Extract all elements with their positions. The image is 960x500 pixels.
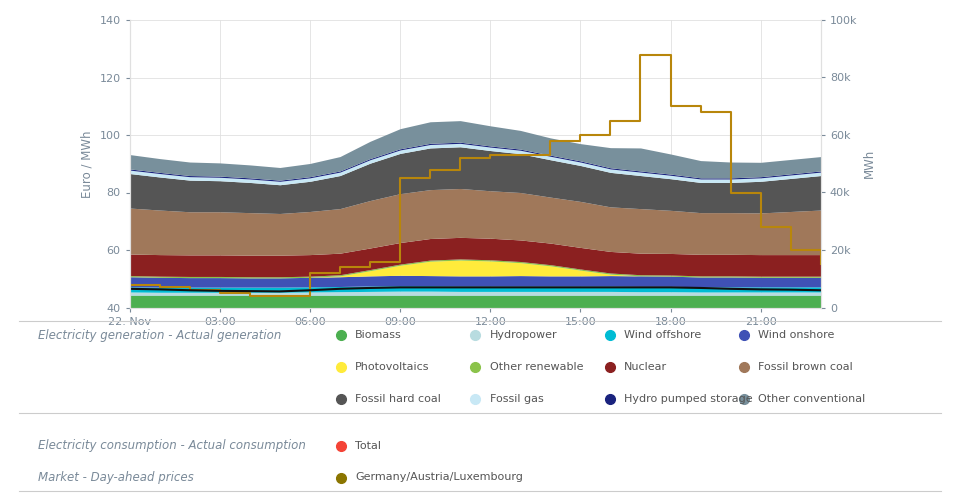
Text: Hydro pumped storage: Hydro pumped storage — [624, 394, 753, 404]
Text: Wind offshore: Wind offshore — [624, 330, 701, 340]
Text: Electricity generation - Actual generation: Electricity generation - Actual generati… — [38, 328, 282, 342]
Text: Other renewable: Other renewable — [490, 362, 583, 372]
Text: Germany/Austria/Luxembourg: Germany/Austria/Luxembourg — [355, 472, 523, 482]
Text: Electricity consumption - Actual consumption: Electricity consumption - Actual consump… — [38, 439, 306, 452]
Y-axis label: Euro / MWh: Euro / MWh — [81, 130, 94, 198]
Text: Wind onshore: Wind onshore — [758, 330, 835, 340]
Text: Market - Day-ahead prices: Market - Day-ahead prices — [38, 471, 194, 484]
Text: Other conventional: Other conventional — [758, 394, 866, 404]
Text: Photovoltaics: Photovoltaics — [355, 362, 430, 372]
Text: Fossil hard coal: Fossil hard coal — [355, 394, 441, 404]
Text: Total: Total — [355, 440, 381, 450]
Text: Biomass: Biomass — [355, 330, 402, 340]
Text: Nuclear: Nuclear — [624, 362, 667, 372]
Text: Fossil gas: Fossil gas — [490, 394, 543, 404]
Y-axis label: MWh: MWh — [863, 149, 876, 178]
Text: Fossil brown coal: Fossil brown coal — [758, 362, 853, 372]
Text: Hydropower: Hydropower — [490, 330, 557, 340]
